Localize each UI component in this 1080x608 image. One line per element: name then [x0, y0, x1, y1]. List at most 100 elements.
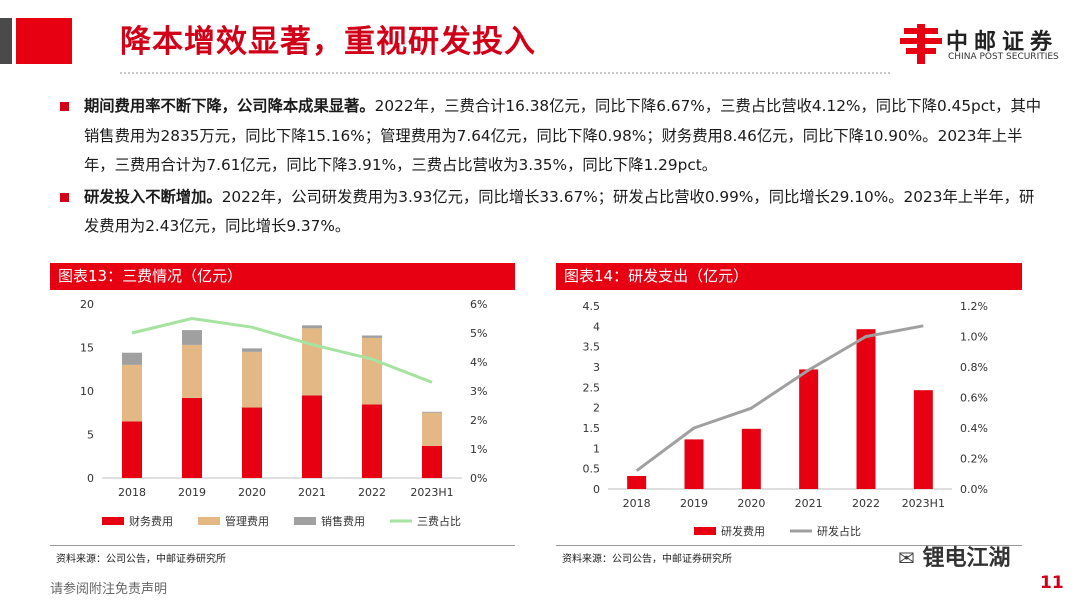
chart14-header: 图表14：研发支出（亿元）: [556, 263, 1022, 290]
y-tick-right: 1%: [470, 443, 487, 456]
company-logo: 中邮证券 CHINA POST SECURITIES: [900, 22, 1070, 68]
bullet-item-expenses: 期间费用率不断下降，公司降本成果显著。2022年，三费合计16.38亿元，同比下…: [58, 92, 1048, 181]
legend-label: 管理费用: [225, 514, 269, 528]
y-tick-left: 0.5: [583, 463, 601, 476]
bar-销售费用: [422, 411, 442, 413]
bar-研发费用: [684, 439, 704, 489]
y-tick-left: 2.5: [583, 381, 601, 394]
bullet-heading: 期间费用率不断下降，公司降本成果显著。: [84, 97, 375, 115]
bar-管理费用: [182, 344, 202, 398]
bullet-heading: 研发投入不断增加。: [84, 187, 222, 206]
header-accent-bar: [0, 18, 12, 64]
bullet-list: 期间费用率不断下降，公司降本成果显著。2022年，三费合计16.38亿元，同比下…: [58, 92, 1048, 244]
bar-管理费用: [302, 328, 322, 396]
y-tick-left: 3: [593, 361, 600, 374]
y-tick-left: 0: [87, 472, 94, 485]
china-post-logo-icon: [900, 24, 942, 64]
y-tick-left: 4: [593, 320, 600, 333]
y-tick-right: 1.0%: [960, 331, 988, 344]
chart14-source-divider: [556, 545, 1022, 546]
x-tick-label: 2022: [852, 497, 880, 510]
bar-销售费用: [122, 352, 142, 365]
x-tick-label: 2023H1: [410, 486, 453, 499]
bar-管理费用: [122, 364, 142, 422]
y-tick-right: 3%: [470, 385, 487, 398]
x-tick-label: 2019: [178, 486, 206, 499]
bar-研发费用: [741, 428, 761, 489]
chart13-source: 资料来源：公司公告，中邮证券研究所: [56, 554, 226, 565]
y-tick-right: 4%: [470, 356, 487, 369]
bar-研发费用: [799, 369, 819, 489]
line-研发占比: [635, 324, 924, 472]
y-tick-right: 5%: [470, 327, 487, 340]
x-tick-label: 2021: [298, 486, 326, 499]
bar-财务费用: [242, 407, 262, 478]
bar-管理费用: [362, 337, 382, 405]
bar-销售费用: [242, 348, 262, 352]
y-tick-left: 1.5: [583, 422, 601, 435]
bar-财务费用: [122, 421, 142, 478]
y-tick-left: 3.5: [583, 341, 601, 354]
logo-text-en: CHINA POST SECURITIES: [948, 52, 1059, 62]
y-tick-right: 0.6%: [960, 392, 988, 405]
bullet-marker: [60, 102, 69, 111]
logo-text-cn: 中邮证券: [946, 30, 1059, 55]
page-title: 降本增效显著，重视研发投入: [120, 24, 536, 60]
watermark-text: 锂电江湖: [922, 546, 1011, 571]
y-tick-right: 0.4%: [960, 422, 988, 435]
x-tick-label: 2019: [680, 497, 708, 510]
y-tick-left: 2: [593, 402, 600, 415]
header-title-block: [16, 18, 72, 64]
bullet-marker: [60, 192, 69, 202]
wechat-icon: ✉: [898, 546, 915, 570]
x-tick-label: 2023H1: [902, 497, 945, 510]
bullet-text: 2022年，公司研发费用为3.93亿元，同比增长33.67%；研发占比营收0.9…: [84, 187, 1035, 236]
x-tick-label: 2020: [238, 486, 266, 499]
bar-销售费用: [182, 330, 202, 345]
y-tick-right: 0.0%: [960, 483, 988, 496]
bar-销售费用: [302, 325, 322, 329]
bar-财务费用: [422, 445, 442, 478]
disclaimer: 请参阅附注免责声明: [50, 582, 168, 597]
chart13-expenses: 20 15 10 5 0 6% 5% 4% 3% 2% 1% 0% 2018 2019 2020 2021 20…: [80, 298, 487, 528]
x-tick-label: 2021: [795, 497, 823, 510]
legend-label: 研发占比: [817, 524, 861, 538]
y-tick-left: 10: [80, 385, 94, 398]
legend-label: 研发费用: [721, 524, 765, 538]
bar-财务费用: [362, 404, 382, 478]
line-三费占比: [131, 317, 433, 384]
legend-swatch: [198, 517, 220, 525]
page-number: 11: [1040, 573, 1064, 593]
legend-swatch: [102, 517, 124, 525]
legend-swatch: [294, 517, 316, 525]
y-tick-left: 5: [87, 429, 94, 442]
legend-label: 三费占比: [417, 514, 461, 528]
y-tick-left: 4.5: [583, 300, 601, 313]
y-tick-left: 0: [593, 483, 600, 496]
bar-财务费用: [302, 395, 322, 478]
bullet-text: 2022年，三费合计16.38亿元，同比下降6.67%，三费占比营收4.12%，…: [84, 97, 1042, 174]
y-tick-left: 1: [593, 442, 600, 455]
legend-swatch: [694, 527, 716, 535]
bar-研发费用: [913, 390, 933, 489]
x-tick-label: 2018: [623, 497, 651, 510]
bar-研发费用: [627, 475, 647, 489]
legend-label: 销售费用: [321, 514, 365, 528]
chart14-source: 资料来源：公司公告，中邮证券研究所: [562, 554, 732, 565]
legend-label: 财务费用: [129, 514, 173, 528]
y-tick-right: 6%: [470, 298, 487, 311]
bar-财务费用: [182, 397, 202, 478]
bar-研发费用: [856, 329, 876, 489]
y-tick-right: 2%: [470, 414, 487, 427]
chart13-source-divider: [50, 545, 515, 546]
y-tick-right: 0.8%: [960, 361, 988, 374]
bar-销售费用: [362, 335, 382, 338]
y-tick-left: 15: [80, 342, 94, 355]
bullet-item-rnd: 研发投入不断增加。2022年，公司研发费用为3.93亿元，同比增长33.67%；…: [58, 183, 1048, 242]
x-tick-label: 2020: [737, 497, 765, 510]
chart13-header: 图表13：三费情况（亿元）: [50, 263, 515, 290]
x-tick-label: 2022: [358, 486, 386, 499]
bar-管理费用: [422, 412, 442, 446]
bar-管理费用: [242, 351, 262, 408]
y-tick-right: 1.2%: [960, 300, 988, 313]
